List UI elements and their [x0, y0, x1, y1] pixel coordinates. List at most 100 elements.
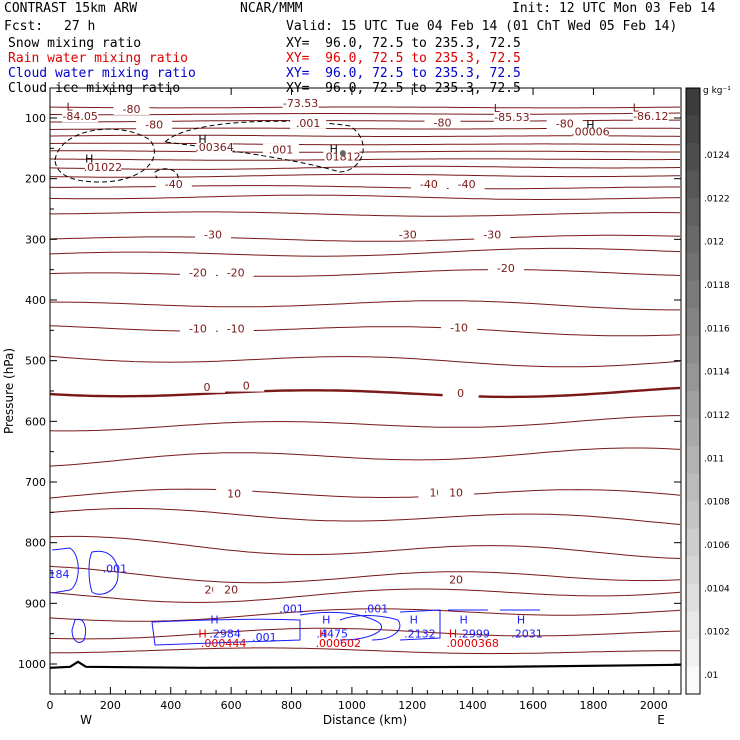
- isotherm-label-bg: [438, 486, 475, 499]
- colorbar-tick-label: .01: [704, 671, 718, 681]
- isotherm-line: [50, 150, 680, 153]
- isotherm-label-bg: [442, 386, 479, 399]
- y-tick-label: 700: [25, 476, 46, 489]
- isotherm-label-bg: [136, 118, 173, 131]
- colorbar-tick-label: .0112: [704, 411, 730, 421]
- isotherm-label: 0: [457, 387, 464, 400]
- extremum-marker: H: [586, 118, 594, 131]
- x-axis-west-label: W: [80, 713, 92, 727]
- isotherm-label-bg: [217, 322, 254, 335]
- isotherm-label-bg: [389, 228, 426, 241]
- isotherm-label-bg: [195, 228, 232, 241]
- field-xy-snow: XY= 96.0, 72.5 to 235.3, 72.5: [286, 36, 521, 51]
- isotherm-line: [49, 447, 681, 467]
- isotherm-line: [49, 608, 681, 622]
- isotherm-label: -85.53: [494, 111, 529, 124]
- isotherm-label: .01812: [322, 150, 361, 163]
- isotherm-label: 20: [449, 574, 463, 587]
- rain-label: .000602: [316, 637, 362, 650]
- cloud-water-contour: [339, 615, 401, 641]
- x-tick-label: 0: [47, 699, 54, 712]
- colorbar-segment: [686, 363, 700, 392]
- isotherm-label-bg: [323, 150, 360, 163]
- extremum-marker: L: [494, 102, 501, 115]
- model-title: CONTRAST 15km ARW: [4, 1, 138, 16]
- cloud-water-contour: [51, 547, 79, 594]
- cloud-water-label: .4475: [317, 627, 349, 640]
- isotherm-label: -20: [189, 267, 207, 280]
- colorbar-tick-label: .0118: [704, 281, 730, 291]
- field-xy-rain: XY= 96.0, 72.5 to 235.3, 72.5: [286, 51, 521, 66]
- isotherm-line: [50, 112, 681, 116]
- isotherm-label: -80: [434, 116, 452, 129]
- colorbar-segment: [686, 225, 700, 254]
- colorbar-tick-label: .0114: [704, 368, 730, 378]
- isotherm-line: [49, 269, 681, 277]
- cloud-water-label: .2999: [458, 627, 490, 640]
- isotherm-label: .001: [296, 117, 321, 130]
- isotherm-label-bg: [438, 573, 475, 586]
- colorbar-segment: [686, 501, 700, 530]
- isotherm-line: [49, 247, 681, 257]
- x-tick-label: 1400: [459, 699, 487, 712]
- isotherm-label: -73.53: [283, 97, 318, 110]
- extremum-marker: H: [210, 613, 218, 626]
- colorbar-segment: [686, 666, 700, 695]
- cloud-water-label: 184: [49, 568, 70, 581]
- isotherm-label: .00364: [195, 141, 234, 154]
- isotherm-label-bg: [448, 178, 485, 191]
- isotherm-label-bg: [213, 583, 250, 596]
- isotherm-label-bg: [196, 141, 233, 154]
- isotherm-line: [49, 588, 681, 603]
- extremum-marker: L: [633, 101, 640, 114]
- cloud-water-contour: [71, 618, 87, 643]
- isotherm-line: [50, 211, 681, 217]
- x-tick-label: 1800: [579, 699, 607, 712]
- isotherm-line: [49, 565, 681, 584]
- colorbar-segment: [686, 88, 700, 116]
- isotherm-label-bg: [179, 322, 216, 335]
- isotherm-label-bg: [290, 116, 327, 129]
- colorbar-segment: [686, 638, 700, 667]
- extremum-marker: H: [459, 613, 467, 626]
- extremum-marker: H: [85, 152, 93, 165]
- rain-label: H: [198, 627, 206, 640]
- isotherm-label: 0: [243, 380, 250, 393]
- colorbar-segment: [686, 611, 700, 640]
- isotherm-label-bg: [155, 178, 192, 191]
- colorbar-segment: [686, 115, 700, 144]
- y-tick-label: 300: [25, 233, 46, 246]
- isotherm-label-bg: [62, 110, 99, 123]
- isotherm-label: 20: [224, 583, 238, 596]
- isotherm-label: -20: [227, 267, 245, 280]
- isotherm-label: -30: [399, 229, 417, 242]
- x-tick-label: 1000: [338, 699, 366, 712]
- isotherm-label-bg: [188, 380, 225, 393]
- extremum-marker: H: [410, 613, 418, 626]
- colorbar-unit: g kg⁻¹: [703, 86, 731, 96]
- x-tick-label: 1600: [519, 699, 547, 712]
- cloud-water-contour: [299, 611, 383, 641]
- isotherm-label: .01022: [84, 161, 123, 174]
- x-tick-label: 400: [160, 699, 181, 712]
- isotherm-line: [49, 508, 681, 525]
- x-tick-label: 200: [100, 699, 121, 712]
- colorbar-segment: [686, 253, 700, 282]
- isotherm-line: [49, 185, 680, 190]
- x-axis-east-label: E: [657, 713, 665, 727]
- rain-label: .000444: [201, 637, 247, 650]
- isotherm-line: [50, 158, 680, 161]
- rain-label: H: [449, 627, 457, 640]
- colorbar-tick-label: .0124: [704, 151, 730, 161]
- cloud-water-label: .001: [103, 562, 128, 575]
- cloud-water-contour: [399, 609, 441, 641]
- y-tick-label: 900: [25, 597, 46, 610]
- isotherm-line: [49, 415, 680, 432]
- isotherm-label-bg: [572, 125, 609, 138]
- x-tick-label: 2000: [640, 699, 668, 712]
- isotherm-label: -84.05: [62, 110, 97, 123]
- isotherm-label: -80: [145, 119, 163, 132]
- y-tick-label: 400: [25, 294, 46, 307]
- cloud-water-label: .001: [252, 631, 277, 644]
